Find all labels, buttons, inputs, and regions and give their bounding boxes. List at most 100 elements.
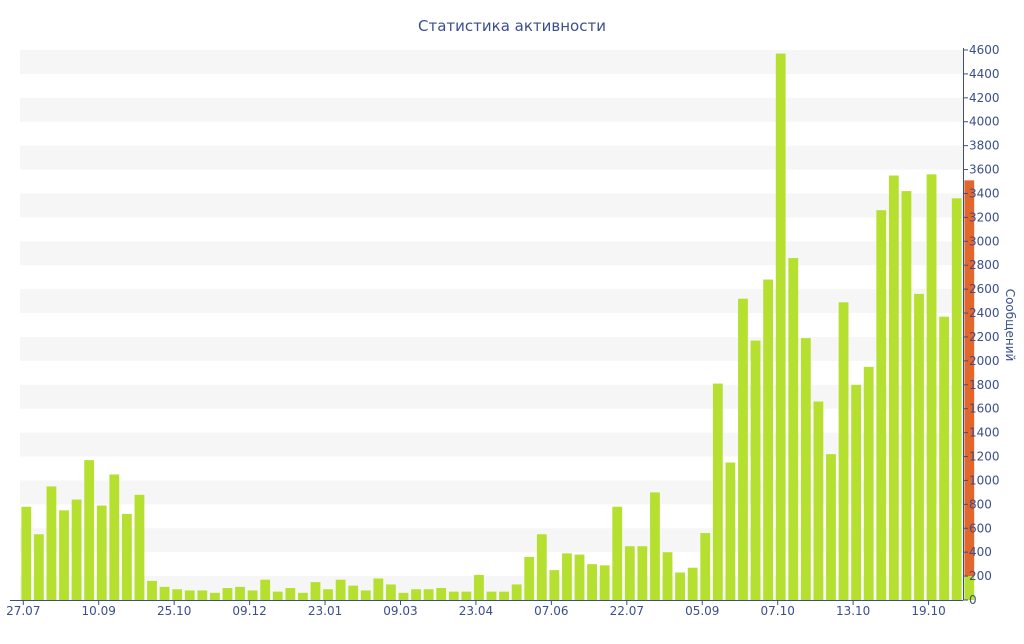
grid-band <box>20 50 963 74</box>
bar <box>587 564 597 600</box>
x-tick-label: 07.10 <box>761 604 795 618</box>
x-tick-label: 22.07 <box>610 604 644 618</box>
bar <box>700 533 711 600</box>
bar <box>109 474 120 600</box>
grid-band <box>20 97 963 122</box>
bar <box>524 556 535 600</box>
bar <box>826 454 836 600</box>
x-tick-label: 27.07 <box>6 604 40 618</box>
y-tick-label: 2000 <box>969 354 1000 368</box>
bar <box>687 567 698 600</box>
bar <box>461 591 472 600</box>
x-ticks-group: 27.07 10.09 25.10 09.12 23.01 09.03 23.04 07.06… <box>6 600 946 618</box>
bar <box>386 584 396 600</box>
bars-group <box>21 53 975 601</box>
y-tick-label: 3800 <box>969 139 1000 153</box>
bar <box>59 510 69 600</box>
y-tick-label: 600 <box>969 521 992 535</box>
bar <box>800 338 811 600</box>
bar <box>901 191 912 600</box>
bar <box>335 579 346 600</box>
bar <box>511 584 522 600</box>
grid-band <box>20 145 963 170</box>
y-tick-label: 3400 <box>969 186 1000 200</box>
x-tick-label: 09.12 <box>232 604 266 618</box>
bar <box>33 534 44 600</box>
bar <box>235 586 245 600</box>
bar <box>712 383 723 600</box>
y-tick-label: 3200 <box>969 210 1000 224</box>
bar <box>360 590 371 600</box>
bar <box>84 460 95 600</box>
bar <box>71 499 82 600</box>
x-tick-label: 19.10 <box>911 604 945 618</box>
chart-title: Статистика активности <box>418 17 606 35</box>
bar <box>46 486 57 600</box>
y-tick-label: 1600 <box>969 402 1000 416</box>
x-tick-label: 10.09 <box>82 604 116 618</box>
bar <box>562 553 572 600</box>
bar <box>348 585 359 600</box>
grid-band <box>20 336 963 361</box>
y-tick-label: 200 <box>969 569 992 583</box>
grid-band <box>20 193 963 218</box>
bar <box>297 592 308 600</box>
bar <box>184 590 195 600</box>
y-ticks-group: 0 200 400 600 800 1000 1200 1400 1600 1800 2000 220… <box>963 43 1000 607</box>
bar <box>763 279 774 600</box>
bar <box>662 552 673 600</box>
x-tick-label: 25.10 <box>157 604 191 618</box>
bar <box>486 591 497 600</box>
bar <box>637 546 648 600</box>
bar <box>876 210 887 600</box>
y-tick-label: 2600 <box>969 282 1000 296</box>
y-tick-label: 4600 <box>969 43 1000 57</box>
bar <box>574 554 585 600</box>
bar <box>209 592 220 600</box>
bar <box>272 591 283 600</box>
bar <box>549 570 560 600</box>
y-tick-label: 2200 <box>969 330 1000 344</box>
bar <box>448 591 459 600</box>
bar <box>536 534 547 600</box>
bar <box>888 175 899 601</box>
bar <box>624 546 635 600</box>
bar <box>499 591 509 600</box>
grid-band <box>20 241 963 266</box>
bar <box>398 592 409 600</box>
x-tick-label: 07.06 <box>534 604 568 618</box>
bar <box>788 258 799 600</box>
grid-bands <box>20 50 963 600</box>
bar <box>310 582 321 600</box>
y-tick-label: 1800 <box>969 378 1000 392</box>
bar <box>285 588 296 600</box>
y-tick-label: 3600 <box>969 163 1000 177</box>
bar <box>775 53 786 600</box>
bar <box>738 298 748 600</box>
bar <box>951 198 962 600</box>
bar <box>260 579 271 600</box>
bar <box>134 494 145 600</box>
bar <box>914 293 924 600</box>
bar <box>725 462 736 600</box>
x-tick-label: 23.01 <box>308 604 342 618</box>
bar <box>650 492 660 600</box>
y-axis-label: Сообщений <box>1003 289 1017 362</box>
bar <box>96 505 107 600</box>
y-tick-label: 3000 <box>969 234 1000 248</box>
x-tick-label: 09.03 <box>383 604 417 618</box>
bar <box>323 589 333 600</box>
y-tick-label: 4400 <box>969 67 1000 81</box>
grid-band <box>20 289 963 314</box>
x-tick-label: 23.04 <box>459 604 493 618</box>
grid-band <box>20 432 963 457</box>
bar <box>147 580 157 600</box>
bar <box>612 506 623 600</box>
bar <box>599 565 610 600</box>
bar <box>21 506 32 600</box>
y-tick-label: 4200 <box>969 91 1000 105</box>
bar <box>423 589 434 600</box>
bar <box>373 578 384 600</box>
bar-last-highlight <box>964 180 975 577</box>
